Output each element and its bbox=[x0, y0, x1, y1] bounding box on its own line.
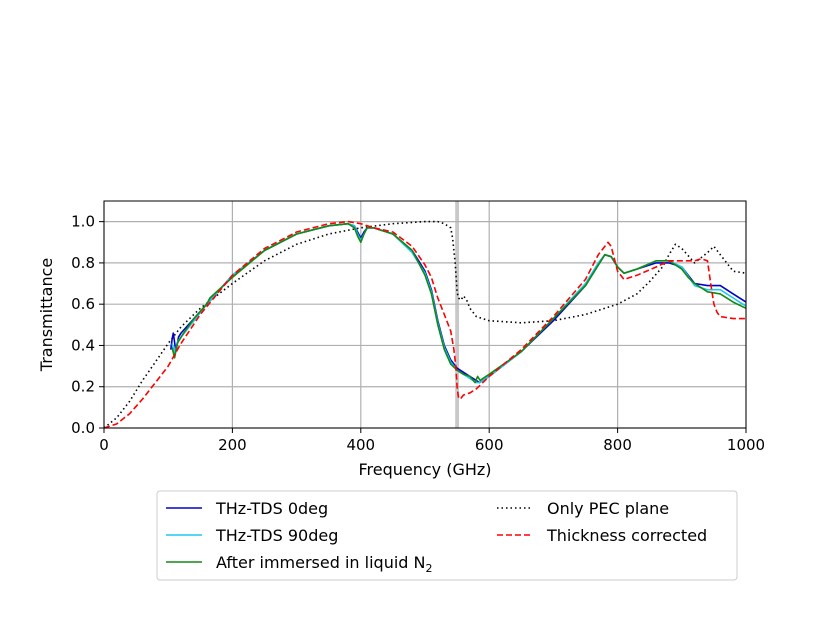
legend-label: After immersed in liquid N2 bbox=[216, 553, 432, 575]
legend-label: Thickness corrected bbox=[546, 526, 707, 545]
legend-label: Only PEC plane bbox=[547, 499, 669, 518]
x-tick-label: 400 bbox=[346, 436, 375, 454]
y-tick-label: 0.2 bbox=[71, 378, 95, 396]
legend-label: THz-TDS 0deg bbox=[215, 499, 328, 518]
series-layer bbox=[103, 220, 747, 429]
x-axis-label: Frequency (GHz) bbox=[358, 460, 491, 479]
x-tick-label: 0 bbox=[99, 436, 109, 454]
x-tick-label: 600 bbox=[475, 436, 504, 454]
legend-box bbox=[156, 490, 738, 581]
series-line-4 bbox=[103, 220, 746, 429]
series-line-2 bbox=[171, 222, 747, 384]
y-tick-label: 0.4 bbox=[71, 336, 95, 354]
y-tick-label: 1.0 bbox=[71, 213, 95, 231]
highlight-band bbox=[455, 201, 460, 428]
y-tick-label: 0.6 bbox=[71, 295, 95, 313]
x-tick-label: 200 bbox=[218, 436, 247, 454]
plot-frame bbox=[103, 200, 747, 429]
plot-background bbox=[104, 201, 746, 428]
y-tick-label: 0.8 bbox=[71, 254, 95, 272]
axis-ticks: 0 200 400 600 800 1000 0.0 0.2 0.4 0.6 0.8 1.0 bbox=[71, 213, 765, 454]
y-tick-label: 0.0 bbox=[71, 419, 95, 437]
legend-label: THz-TDS 90deg bbox=[215, 526, 338, 545]
plot-area: 0 200 400 600 800 1000 0.0 0.2 0.4 0.6 0.8 1.0 bbox=[71, 200, 765, 454]
x-tick-label: 800 bbox=[603, 436, 632, 454]
legend: THz-TDS 0deg THz-TDS 90deg After immersed … bbox=[156, 490, 738, 581]
x-tick-label: 1000 bbox=[727, 436, 765, 454]
y-axis-label: Transmittance bbox=[37, 258, 56, 372]
